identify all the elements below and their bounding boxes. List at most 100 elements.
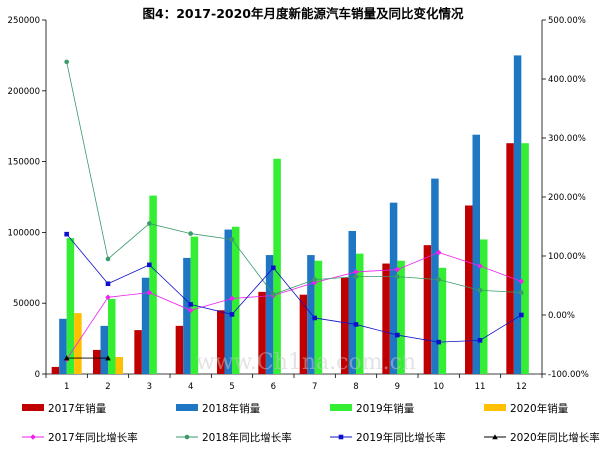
bar xyxy=(108,298,116,374)
x-tick-label: 10 xyxy=(433,382,444,392)
point xyxy=(30,434,36,440)
legend-label: 2019年销量 xyxy=(356,402,415,415)
bar xyxy=(480,239,488,374)
legend-label: 2018年销量 xyxy=(202,402,261,415)
legend-label: 2020年同比增长率 xyxy=(510,431,600,444)
x-tick-label: 5 xyxy=(229,382,234,392)
bar xyxy=(341,277,349,374)
left-tick-label: 150000 xyxy=(8,158,40,168)
point xyxy=(435,249,442,256)
x-tick-label: 8 xyxy=(353,382,358,392)
bar xyxy=(175,325,184,374)
point xyxy=(518,278,525,285)
bar xyxy=(141,277,150,374)
point xyxy=(395,274,400,279)
legend-swatch xyxy=(22,404,44,411)
series-line xyxy=(66,233,522,343)
right-tick-label: -100.00% xyxy=(548,370,589,380)
bar xyxy=(66,238,75,374)
bar xyxy=(258,291,266,374)
right-tick-label: 500.00% xyxy=(548,16,586,26)
point xyxy=(271,265,276,271)
bar xyxy=(115,357,123,374)
bar xyxy=(224,229,232,374)
bar xyxy=(423,245,432,374)
point xyxy=(229,312,235,317)
point xyxy=(338,434,344,440)
point xyxy=(477,263,483,269)
x-tick-label: 12 xyxy=(516,382,527,392)
point xyxy=(229,295,235,302)
x-tick-label: 11 xyxy=(475,382,486,392)
point xyxy=(229,237,235,242)
legend-label: 2019年同比增长率 xyxy=(356,431,446,444)
left-tick-label: 200000 xyxy=(8,87,40,97)
point xyxy=(184,434,190,440)
point xyxy=(436,277,441,282)
point xyxy=(519,312,524,318)
x-tick-label: 3 xyxy=(147,382,152,392)
point xyxy=(63,355,70,361)
point xyxy=(519,290,524,295)
x-tick-label: 6 xyxy=(271,382,276,392)
bar xyxy=(465,205,473,374)
point xyxy=(271,292,276,297)
bar xyxy=(513,55,522,375)
lines xyxy=(63,59,525,363)
bar xyxy=(397,260,405,374)
legend-label: 2018年同比增长率 xyxy=(202,431,292,444)
legend-label: 2017年同比增长率 xyxy=(48,431,138,444)
x-tick-label: 9 xyxy=(395,382,400,392)
legend-label: 2017年销量 xyxy=(48,402,107,415)
point xyxy=(188,231,193,236)
left-tick-label: 100000 xyxy=(8,228,40,238)
x-tick-label: 1 xyxy=(64,382,69,392)
point xyxy=(436,339,441,345)
left-tick-label: 50000 xyxy=(13,299,40,309)
point xyxy=(394,266,401,273)
bar xyxy=(232,226,240,374)
bar xyxy=(382,263,390,374)
left-tick-label: 0 xyxy=(35,370,40,380)
bar xyxy=(217,310,225,374)
point xyxy=(64,59,69,65)
bar xyxy=(472,134,480,374)
bar xyxy=(506,143,514,374)
right-tick-label: 200.00% xyxy=(548,193,586,203)
legend-swatch xyxy=(176,404,198,411)
point xyxy=(105,294,111,301)
point xyxy=(312,277,317,282)
right-tick-label: 100.00% xyxy=(548,252,586,262)
legend: 2017年销量 2018年销量 2019年销量 2020年销量 2017年同比增长率 20… xyxy=(22,402,600,444)
legend-label: 2020年销量 xyxy=(510,402,569,415)
point xyxy=(105,355,111,361)
bar xyxy=(389,202,398,374)
point xyxy=(146,289,153,296)
right-tick-label: 400.00% xyxy=(548,75,586,85)
left-tick-label: 250000 xyxy=(8,16,40,26)
point xyxy=(477,338,483,343)
bar xyxy=(356,253,364,374)
point xyxy=(188,302,193,307)
point xyxy=(353,274,359,279)
bars xyxy=(51,55,529,375)
point xyxy=(105,256,111,262)
series-line xyxy=(66,61,522,295)
bar xyxy=(59,318,67,374)
chart-title: 图4：2017-2020年月度新能源汽车销量及同比变化情况 xyxy=(143,6,464,21)
right-tick-label: 300.00% xyxy=(548,134,586,144)
bar xyxy=(51,366,60,374)
point xyxy=(64,231,69,237)
bar xyxy=(265,255,274,374)
x-tick-label: 4 xyxy=(188,382,193,392)
point xyxy=(187,307,194,314)
point xyxy=(477,287,483,293)
point xyxy=(353,322,359,327)
legend-swatch xyxy=(484,404,506,411)
bar xyxy=(314,260,323,374)
point xyxy=(147,221,152,226)
bar xyxy=(134,330,142,374)
x-tick-label: 7 xyxy=(312,382,317,392)
series-line xyxy=(66,252,522,360)
bar xyxy=(438,267,447,374)
